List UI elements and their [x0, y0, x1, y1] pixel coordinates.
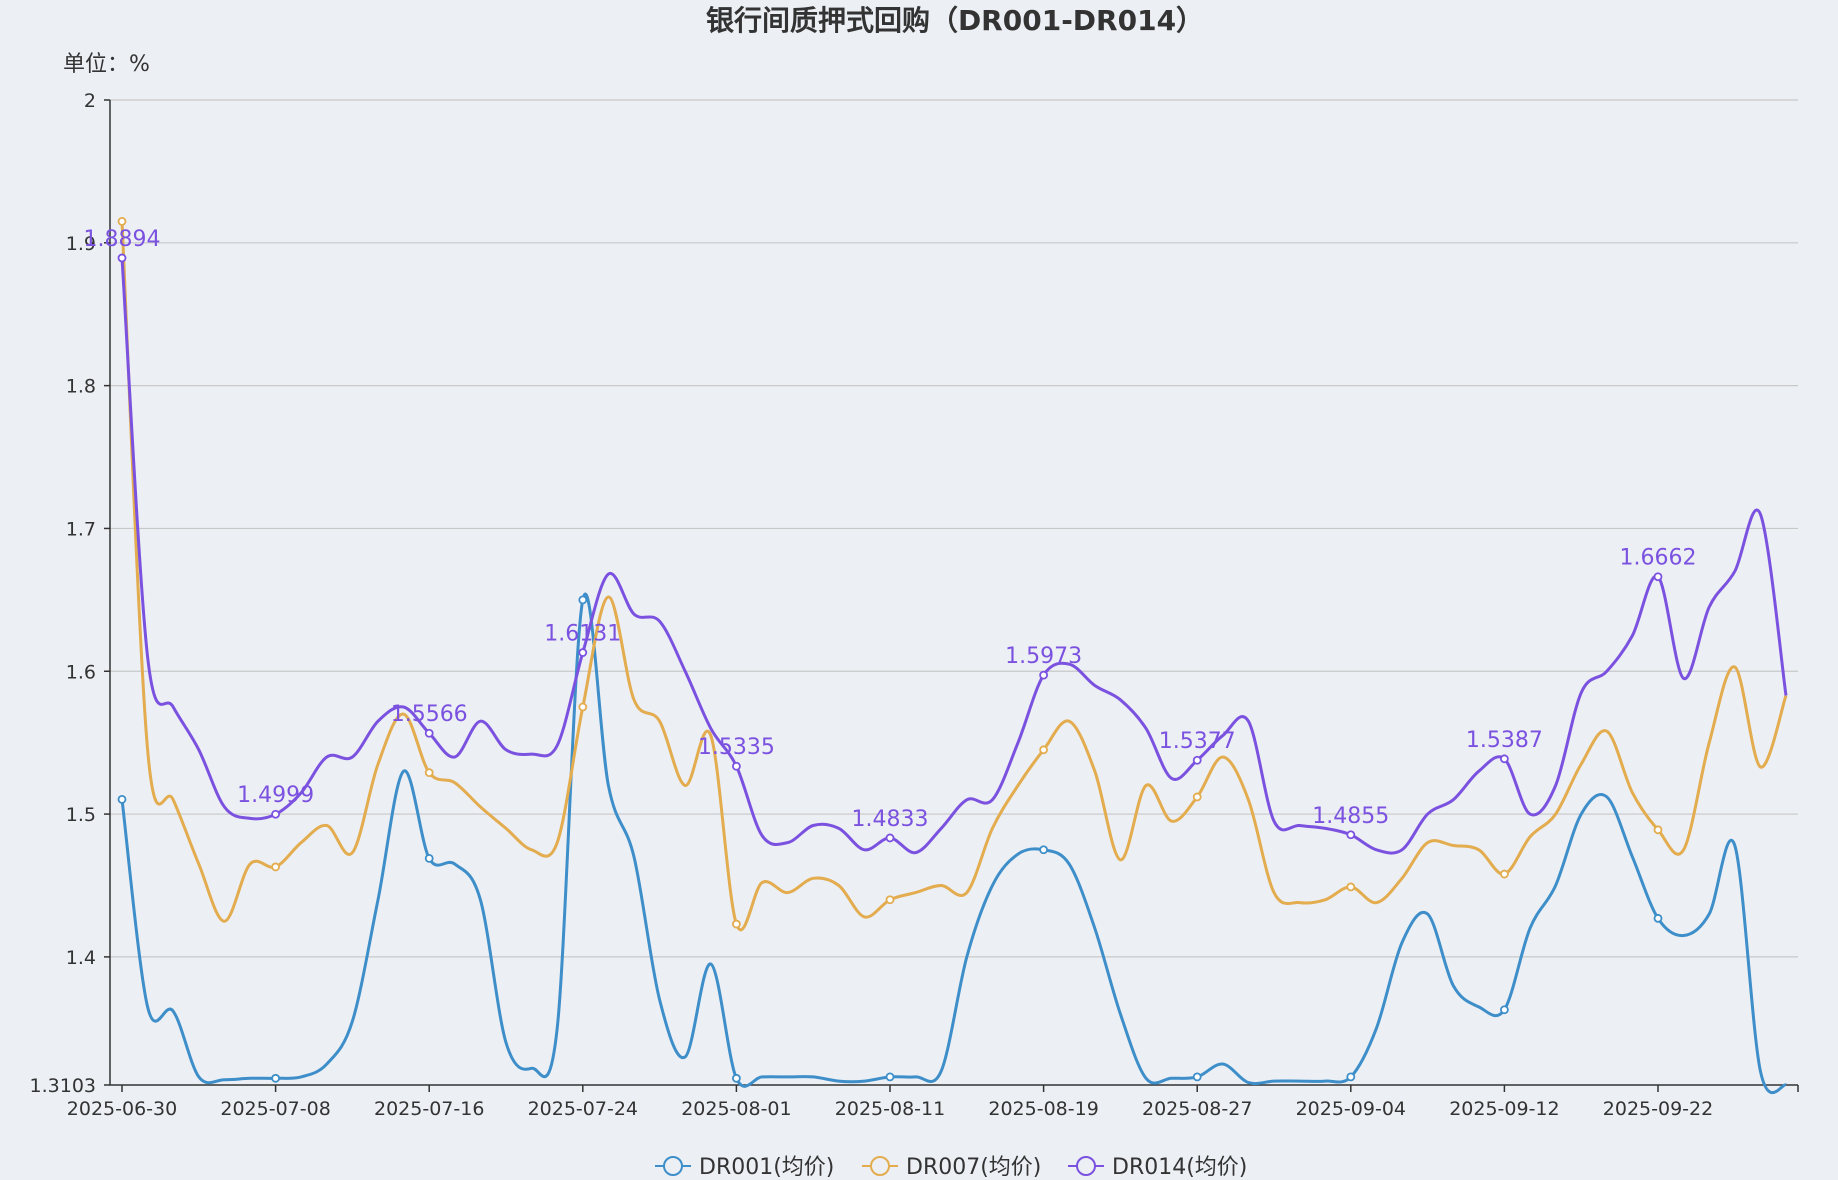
x-tick-label: 2025-09-22: [1603, 1098, 1713, 1120]
data-label: 1.5973: [1005, 644, 1082, 669]
data-point-marker: [732, 919, 741, 929]
data-point-marker: [271, 862, 281, 872]
data-point-marker: [1192, 1072, 1202, 1082]
data-label: 1.8894: [84, 227, 161, 252]
y-tick-label: 1.6: [66, 661, 96, 683]
data-point-marker: [1653, 572, 1663, 582]
legend-item: DR007(均价): [862, 1155, 1041, 1180]
data-point-marker: [885, 895, 895, 905]
y-tick-label: 1.4: [66, 947, 96, 969]
x-tick-label: 2025-09-04: [1296, 1098, 1406, 1120]
x-tick-label: 2025-08-27: [1142, 1098, 1252, 1120]
data-point-marker: [1500, 869, 1509, 879]
chart-title: 银行间质押式回购（DR001-DR014）: [706, 4, 1204, 37]
legend-marker-icon: [870, 1156, 890, 1176]
data-label: 1.6662: [1620, 546, 1697, 571]
data-point-marker: [424, 728, 434, 738]
data-point-marker: [1346, 830, 1356, 840]
data-point-marker: [117, 216, 127, 226]
data-point-marker: [578, 648, 588, 657]
data-point-marker: [271, 809, 281, 819]
legend-marker-icon: [663, 1156, 683, 1176]
data-point-marker: [1192, 755, 1202, 765]
data-labels-layer: 1.8894 1.4999 1.5566 1.6131 1.5335 1.4833 1.59…: [84, 227, 1697, 832]
data-point-marker: [1653, 825, 1663, 835]
x-tick-label: 2025-07-08: [220, 1098, 330, 1120]
grid-layer: [110, 99, 1798, 958]
data-point-marker: [578, 702, 588, 712]
y-tick-label: 1.3103: [30, 1075, 96, 1097]
y-tick-label: 1.7: [66, 518, 96, 540]
y-tick-label: 1.8: [66, 376, 96, 398]
y-unit-label: 单位：%: [63, 52, 150, 77]
legend-label: DR014(均价): [1112, 1155, 1247, 1180]
series-line: [120, 221, 1788, 932]
data-label: 1.4999: [237, 783, 314, 808]
data-point-marker: [1039, 845, 1048, 855]
data-label: 1.5377: [1159, 729, 1236, 754]
data-point-marker: [1192, 792, 1202, 802]
data-point-marker: [732, 1073, 741, 1083]
series-2: [117, 216, 1788, 932]
data-point-marker: [424, 853, 434, 863]
legend: DR001(均价) DR007(均价) DR014(均价): [655, 1155, 1247, 1180]
axes-layer: 1.3103 1.4 1.5 1.6 1.7 1.8 1.9 2 2025-06-30 2025-…: [30, 90, 1799, 1120]
series-layer: [117, 216, 1788, 1095]
series-1: [117, 592, 1787, 1095]
data-label: 1.5566: [391, 702, 468, 727]
data-label: 1.5387: [1466, 728, 1543, 753]
data-label: 1.4855: [1312, 804, 1389, 829]
data-point-marker: [117, 794, 127, 804]
series-3: [117, 253, 1788, 855]
data-label: 1.6131: [544, 622, 621, 647]
x-tick-label: 2025-07-24: [528, 1098, 638, 1120]
legend-item: DR001(均价): [655, 1155, 834, 1180]
x-tick-label: 2025-08-19: [988, 1098, 1098, 1120]
data-label: 1.5335: [698, 735, 775, 760]
series-line: [120, 257, 1788, 855]
data-point-marker: [1500, 754, 1509, 764]
data-point-marker: [732, 761, 741, 771]
data-point-marker: [578, 595, 588, 605]
y-tick-label: 1.9: [66, 233, 96, 255]
x-tick-label: 2025-08-11: [835, 1098, 945, 1120]
data-point-marker: [424, 768, 434, 778]
data-point-marker: [117, 253, 127, 263]
x-tick-label: 2025-08-01: [681, 1098, 791, 1120]
data-point-marker: [271, 1073, 281, 1083]
x-tick-label: 2025-07-16: [374, 1098, 484, 1120]
y-tick-label: 1.5: [66, 804, 96, 826]
legend-label: DR001(均价): [699, 1155, 834, 1180]
legend-label: DR007(均价): [906, 1155, 1041, 1180]
y-tick-label: 2: [84, 90, 96, 112]
data-point-marker: [1039, 745, 1048, 755]
data-point-marker: [1653, 913, 1663, 923]
series-line: [120, 592, 1787, 1095]
data-label: 1.4833: [852, 807, 929, 832]
x-tick-label: 2025-06-30: [67, 1098, 177, 1120]
data-point-marker: [885, 833, 895, 843]
data-point-marker: [1346, 882, 1356, 892]
data-point-marker: [1500, 1005, 1509, 1015]
data-point-marker: [885, 1072, 895, 1082]
legend-item: DR014(均价): [1068, 1155, 1247, 1180]
data-point-marker: [1346, 1072, 1356, 1082]
x-tick-label: 2025-09-12: [1449, 1098, 1559, 1120]
legend-marker-icon: [1076, 1156, 1096, 1176]
data-point-marker: [1039, 670, 1048, 680]
